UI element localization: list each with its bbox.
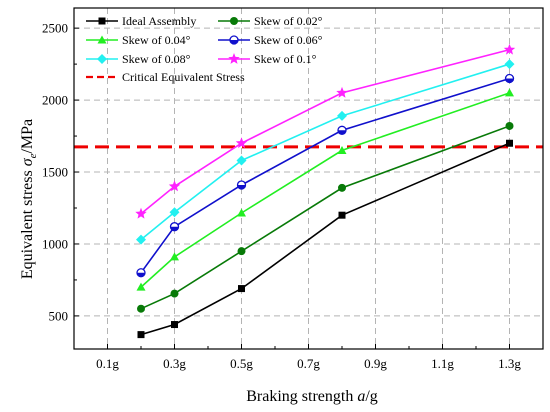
y-tick-label: 2000 (42, 93, 68, 108)
data-point (505, 121, 514, 130)
svg-text:Skew of 0.08°: Skew of 0.08° (122, 52, 191, 66)
legend-item-skew-0-08: Skew of 0.08° (86, 52, 191, 66)
series-0 (137, 139, 513, 339)
y-tick-label: 1000 (42, 236, 68, 251)
data-point (136, 268, 146, 278)
legend-item-skew-0-1: Skew of 0.1° (218, 52, 317, 66)
svg-text:Skew of 0.04°: Skew of 0.04° (122, 33, 191, 47)
data-point (237, 208, 246, 217)
legend-item-ideal-assembly: Ideal Assembly (86, 14, 196, 28)
data-point (506, 139, 513, 147)
x-tick-label: 1.3g (498, 356, 521, 371)
legend-item-skew-0-06: Skew of 0.06° (218, 33, 323, 47)
data-point-fill (170, 226, 179, 231)
data-point (504, 73, 515, 84)
svg-text:Skew of 0.1°: Skew of 0.1° (254, 52, 317, 66)
tick-layer: 0.1g 0.3g 0.5g 0.7g 0.9g 1.1g 1.3g 500 1000 1500 2… (42, 21, 521, 371)
data-point (503, 43, 516, 55)
svg-text:Critical Equivalent Stress: Critical Equivalent Stress (122, 70, 245, 84)
data-point (237, 247, 246, 256)
data-point (235, 137, 248, 149)
data-point (337, 125, 347, 135)
y-tick-label: 2500 (42, 21, 68, 36)
data-point (337, 145, 347, 154)
series-line (140, 125, 510, 310)
data-point (169, 222, 180, 232)
data-point (337, 110, 347, 121)
data-point-fill (338, 130, 346, 135)
x-tick-label: 0.5g (230, 356, 253, 371)
data-point (505, 88, 514, 97)
svg-text:Skew of 0.06°: Skew of 0.06° (254, 33, 323, 47)
x-tick-label: 0.9g (364, 356, 387, 371)
data-point (136, 234, 146, 245)
legend-item-critical-stress: Critical Equivalent Stress (86, 70, 245, 84)
data-point (169, 207, 180, 218)
data-point (137, 331, 145, 339)
y-tick-label: 1500 (42, 165, 68, 180)
data-point (168, 180, 181, 192)
series-1 (137, 121, 514, 313)
series-2 (136, 88, 514, 291)
data-point (238, 285, 245, 293)
data-point (336, 86, 348, 98)
data-point (170, 252, 179, 261)
legend-item-skew-0-04: Skew of 0.04° (86, 33, 191, 47)
data-point-fill (237, 184, 246, 189)
y-axis-title: Equivalent stress σe/MPa (19, 119, 39, 279)
svg-text:Skew of 0.02°: Skew of 0.02° (254, 14, 323, 28)
x-tick-label: 1.1g (431, 356, 454, 371)
series-4 (136, 59, 515, 245)
x-tick-label: 0.3g (163, 356, 186, 371)
legend-item-skew-0-02: Skew of 0.02° (218, 14, 323, 28)
x-tick-label: 0.7g (297, 356, 320, 371)
data-point-fill (505, 78, 514, 83)
series-5 (135, 43, 516, 219)
data-point (135, 207, 147, 219)
y-tick-label: 500 (49, 308, 69, 323)
x-axis-title: Braking strength a/g (246, 388, 378, 405)
series-layer (135, 43, 516, 339)
data-point (338, 211, 346, 219)
series-3 (136, 73, 515, 278)
data-point-fill (137, 272, 145, 277)
data-point (171, 321, 178, 329)
data-point (504, 59, 515, 70)
data-point (170, 289, 179, 298)
data-point (137, 304, 145, 313)
data-point (136, 282, 146, 291)
data-point (236, 180, 247, 190)
data-point (236, 155, 247, 166)
legend: Ideal Assembly Skew of 0.02° Skew of 0.0… (86, 14, 323, 84)
data-point (338, 183, 346, 192)
series-line (140, 92, 510, 288)
svg-text:Ideal Assembly: Ideal Assembly (122, 14, 196, 28)
x-tick-label: 0.1g (96, 356, 119, 371)
